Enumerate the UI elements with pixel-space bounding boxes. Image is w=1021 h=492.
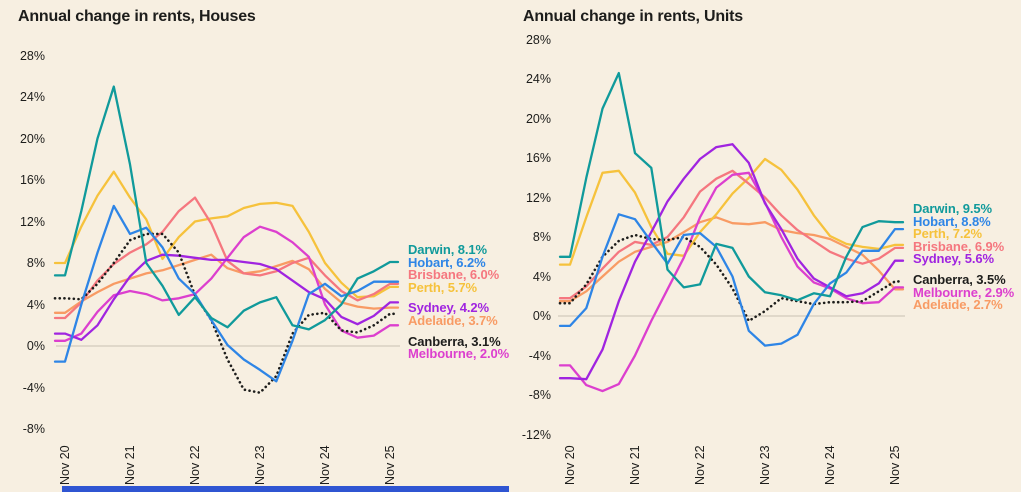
legend-item-sydney: Sydney, 5.6% [913,251,994,267]
x-tick-label: Nov 23 [253,445,267,485]
y-tick-label: 12% [19,214,45,229]
x-tick-label: Nov 25 [888,445,902,485]
series-line-perth-units [558,157,905,266]
legend-item-darwin: Darwin, 8.1% [408,242,487,257]
chart-title-houses: Annual change in rents, Houses [18,8,256,25]
series-line-adelaide-houses [53,253,400,314]
y-tick-label: -8% [528,388,551,402]
y-tick-label: 0% [532,309,551,323]
legend-item-canberra: Canberra, 3.5% [913,271,1006,287]
x-tick-label: Nov 22 [693,445,707,485]
series-line-perth-houses [53,170,400,299]
series-line-sydney-units [558,143,905,381]
y-tick-label: 16% [19,173,45,187]
x-tick-label: Nov 23 [758,445,772,485]
legend-units: Darwin, 9.5% Hobart, 8.8% Perth, 7.2% Brisb… [913,201,1015,313]
legend-item-perth: Perth, 5.7% [408,279,477,295]
y-tick-label: -8% [22,422,45,436]
series-line-canberra-houses [53,232,400,395]
y-tick-label: -12% [521,427,551,442]
series-line-melbourne-houses [53,225,400,342]
x-tick-label: Nov 20 [563,445,577,485]
y-tick-label: -4% [22,380,45,395]
legend-item-adelaide: Adelaide, 2.7% [913,297,1003,313]
legend-item-brisbane: Brisbane, 6.0% [408,267,500,283]
legend-item-melbourne: Melbourne, 2.0% [408,346,510,362]
series-line-canberra-units [558,233,905,323]
x-tick-label: Nov 24 [318,445,332,485]
y-tick-label: 8% [26,256,45,270]
series-line-hobart-houses [53,204,400,383]
legend-item-canberra: Canberra, 3.1% [408,333,501,349]
series-line-darwin-units [558,71,905,302]
legend-item-perth: Perth, 7.2% [913,226,982,242]
y-tick-label: 0% [26,339,45,353]
legend-item-melbourne: Melbourne, 2.9% [913,284,1015,300]
x-tick-label: Nov 21 [123,445,137,485]
legend-item-sydney: Sydney, 4.2% [408,300,489,316]
y-tick-label: -4% [528,348,551,363]
y-tick-label: 4% [26,297,45,312]
legend-houses: Darwin, 8.1% Hobart, 6.2% Brisbane, 6.0% Pe… [408,242,510,362]
series-line-brisbane-units [558,169,905,300]
y-tick-label: 16% [525,151,551,165]
cropped-bottom-bar [62,486,509,492]
legend-item-brisbane: Brisbane, 6.9% [913,238,1005,254]
series-line-darwin-houses [53,85,400,331]
series-line-melbourne-units [558,171,905,393]
y-tick-label: 24% [19,90,45,104]
x-tick-label: Nov 22 [188,445,202,485]
series-line-adelaide-units [558,216,905,303]
series-line-hobart-units [558,213,905,347]
series-line-brisbane-houses [53,196,400,320]
x-tick-label: Nov 24 [823,445,837,485]
x-tick-label: Nov 21 [628,445,642,485]
y-tick-label: 20% [19,131,45,146]
y-tick-label: 8% [532,230,551,244]
x-tick-label: Nov 20 [58,445,72,485]
legend-item-hobart: Hobart, 8.8% [913,213,991,229]
x-tick-label: Nov 25 [383,445,397,485]
y-tick-label: 20% [525,111,551,126]
y-tick-label: 4% [532,269,551,284]
chart-title-units: Annual change in rents, Units [523,8,744,25]
series-line-sydney-houses [53,253,400,341]
legend-item-adelaide: Adelaide, 3.7% [408,312,498,328]
y-tick-label: 12% [525,190,551,205]
y-tick-label: 24% [525,72,551,86]
y-tick-label: 28% [19,48,45,63]
legend-item-hobart: Hobart, 6.2% [408,254,486,270]
legend-item-darwin: Darwin, 9.5% [913,201,992,216]
y-tick-label: 28% [525,32,551,47]
